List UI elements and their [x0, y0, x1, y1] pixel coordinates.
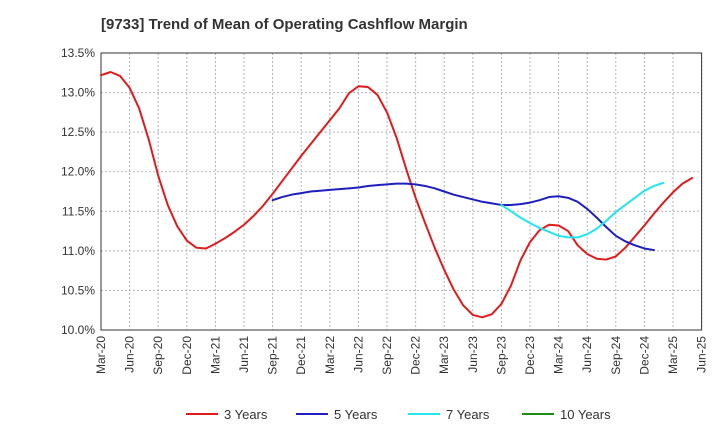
x-tick-label: Mar-22: [323, 336, 337, 374]
x-tick-label: Mar-21: [208, 336, 222, 374]
grid-layer: [100, 52, 703, 331]
plot-frame: [100, 52, 703, 331]
y-tick-label: 10.5%: [61, 283, 95, 297]
x-tick-label: Jun-24: [580, 336, 594, 373]
x-tick-label: Jun-25: [695, 336, 709, 373]
x-tick-label: Sep-24: [609, 336, 623, 375]
series-line-7-years: [500, 181, 665, 239]
series-layer: [100, 70, 694, 319]
x-tick-label: Mar-23: [437, 336, 451, 374]
x-tick-label: Dec-21: [294, 336, 308, 375]
axis-layer: 10.0% 10.5% 11.0% 11.5% 12.0% 12.5% 13.0% 13.5%…: [61, 46, 709, 375]
x-tick-label: Jun-22: [351, 336, 365, 373]
y-tick-label: 11.0%: [62, 244, 95, 258]
legend-label-7-years: 7 Years: [446, 407, 490, 422]
x-tick-label: Sep-21: [266, 336, 280, 375]
x-tick-label: Mar-24: [552, 336, 566, 374]
x-tick-label: Jun-23: [466, 336, 480, 373]
series-line-3-years: [100, 70, 694, 319]
series-line-5-years: [271, 182, 655, 252]
legend-layer: 3 Years 5 Years 7 Years 10 Years: [186, 407, 611, 422]
x-tick-label: Jun-20: [123, 336, 137, 373]
x-tick-label: Dec-22: [409, 336, 423, 375]
x-tick-label: Mar-25: [666, 336, 680, 374]
x-tick-label: Dec-24: [637, 336, 651, 375]
x-tick-label: Sep-22: [380, 336, 394, 375]
x-tick-label: Dec-20: [180, 336, 194, 375]
legend-label-5-years: 5 Years: [334, 407, 378, 422]
chart-title: [9733] Trend of Mean of Operating Cashfl…: [101, 16, 468, 33]
y-tick-label: 13.5%: [61, 46, 95, 60]
x-tick-label: Dec-23: [523, 336, 537, 375]
legend-label-3-years: 3 Years: [224, 407, 268, 422]
legend-label-10-years: 10 Years: [560, 407, 611, 422]
y-tick-label: 12.0%: [61, 165, 95, 179]
x-tick-label: Mar-20: [94, 336, 108, 374]
x-tick-label: Sep-20: [151, 336, 165, 375]
y-tick-label: 11.5%: [62, 204, 95, 218]
y-tick-label: 13.0%: [61, 86, 95, 100]
x-tick-label: Sep-23: [494, 336, 508, 375]
x-tick-label: Jun-21: [237, 336, 251, 373]
y-tick-label: 12.5%: [61, 125, 95, 139]
y-tick-label: 10.0%: [61, 323, 95, 337]
